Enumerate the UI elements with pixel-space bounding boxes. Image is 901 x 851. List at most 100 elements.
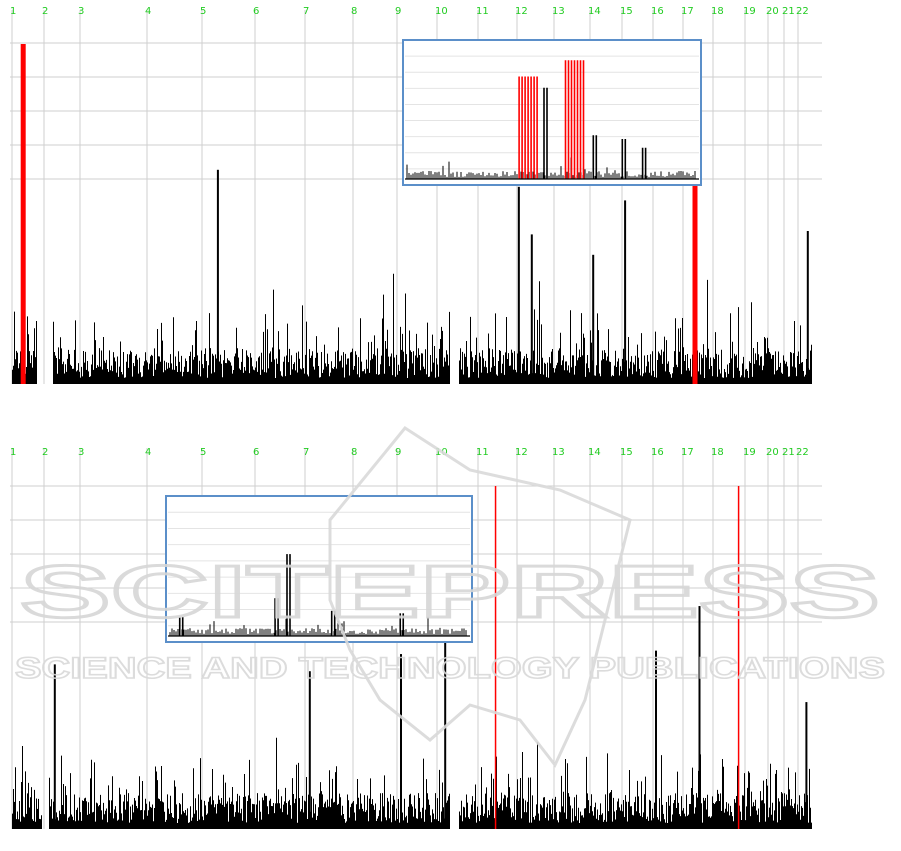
chromosome-label-9: 9	[395, 447, 401, 458]
peak-bar-chr17	[698, 606, 701, 829]
chromosome-label-14: 14	[588, 6, 601, 17]
chromosome-label-8: 8	[351, 447, 357, 458]
chromosome-label-1: 1	[10, 447, 16, 458]
peak-bar-chr7	[308, 671, 311, 829]
chromosome-label-15: 15	[620, 447, 633, 458]
chromosome-label-16: 16	[651, 447, 664, 458]
chromosome-label-18: 18	[711, 6, 724, 17]
inset-peak-bar	[641, 147, 644, 179]
chromosome-label-7: 7	[303, 6, 309, 17]
inset-peak-bar	[289, 554, 291, 636]
inset-peak-bar	[330, 610, 333, 636]
inset-peak-bar	[592, 135, 595, 179]
watermark: SCITEPRESS SCIENCE AND TECHNOLOGY PUBLIC…	[14, 426, 886, 768]
chromosome-label-6: 6	[253, 447, 259, 458]
chromosome-label-20: 20	[766, 6, 779, 17]
inset-peak-bar	[536, 76, 538, 179]
inset-peak-bar	[286, 554, 288, 636]
inset-peak-bar	[567, 60, 570, 179]
chromosome-label-2: 2	[42, 447, 48, 458]
data-bars	[12, 44, 812, 384]
chromosome-label-14: 14	[588, 447, 601, 458]
chromosome-label-1: 1	[10, 6, 16, 17]
chromosome-labels: 1 2 3 4 5 6 7 8 9 10 11 12 13 14 15 16 17 18 19 20 21 22	[10, 447, 809, 458]
peak-bar-chr12	[530, 234, 533, 384]
peak-bar-chr17	[692, 44, 698, 384]
peak-bar-chr16	[655, 650, 657, 829]
inset-frame	[165, 495, 473, 643]
chromosome-label-6: 6	[253, 6, 259, 17]
peak-bar-chr15	[624, 200, 627, 384]
inset-peak-bar	[533, 76, 535, 179]
inset-peak-bar	[576, 60, 579, 179]
inset-peak-bar	[543, 87, 545, 179]
inset-peak-bar	[595, 135, 598, 179]
chromosome-label-11: 11	[476, 6, 489, 17]
chromosome-label-12: 12	[515, 447, 528, 458]
watermark-subtitle: SCIENCE AND TECHNOLOGY PUBLICATIONS	[15, 652, 885, 685]
inset-peak-bar	[644, 147, 647, 179]
inset-peak-bar	[564, 60, 567, 179]
inset-peak-bar	[399, 613, 402, 636]
peak-bar-chr22	[806, 231, 809, 384]
watermark-logo-swoosh	[328, 426, 632, 768]
peak-bar-chr10	[444, 571, 447, 829]
inset-peak-bar	[518, 76, 520, 179]
chromosome-label-12: 12	[515, 6, 528, 17]
chromosome-label-5: 5	[200, 447, 206, 458]
chromosome-label-13: 13	[552, 6, 565, 17]
chromosome-label-3: 3	[78, 447, 84, 458]
chromosome-label-9: 9	[395, 6, 401, 17]
chromosome-label-16: 16	[651, 6, 664, 17]
inset-peak-bar	[527, 76, 529, 179]
inset-peak-bar	[274, 598, 276, 636]
chromosome-label-19: 19	[743, 6, 756, 17]
inset-peak-bar	[521, 76, 523, 179]
panel-bottom: 1 2 3 4 5 6 7 8 9 10 11 12 13 14 15 16 17 18 19 20 21 22	[10, 447, 822, 829]
chromosome-label-4: 4	[145, 447, 151, 458]
inset-peak-bar	[402, 613, 405, 636]
chromosome-label-8: 8	[351, 6, 357, 17]
chromosome-label-5: 5	[200, 6, 206, 17]
chromosome-label-22: 22	[796, 447, 809, 458]
inset-peak-bar	[546, 87, 548, 179]
inset-peak-bar	[573, 60, 576, 179]
peak-bar-chr5	[216, 169, 219, 384]
peak-bar-chr18	[737, 486, 740, 829]
peak-bar-chr9	[400, 654, 402, 829]
chromosome-labels: 1 2 3 4 5 6 7 8 9 10 11 12 13 14 15 16 17 18 19 20 21 22	[10, 6, 809, 17]
peak-bar-chr11	[494, 486, 497, 829]
inset-frame	[402, 39, 702, 186]
peak-bar-chr1	[20, 44, 26, 384]
chromosome-label-17: 17	[681, 6, 694, 17]
chromosome-label-19: 19	[743, 447, 756, 458]
inset-zoom-box	[165, 495, 473, 643]
chromosome-label-10: 10	[435, 6, 448, 17]
chromosome-label-21: 21	[782, 6, 795, 17]
peak-bar-chr2	[53, 664, 56, 829]
inset-peak-bar	[570, 60, 573, 179]
chromosome-label-4: 4	[145, 6, 151, 17]
inset-peak-bar	[524, 76, 526, 179]
peak-bar-chr14	[592, 254, 595, 384]
inset-peak-bar	[530, 76, 532, 179]
peak-bar-chr12	[517, 186, 520, 384]
inset-peak-bar	[579, 60, 582, 179]
inset-peak-bar	[624, 139, 627, 179]
chromosome-label-17: 17	[681, 447, 694, 458]
inset-peak-bar	[333, 610, 336, 636]
chromosome-label-7: 7	[303, 447, 309, 458]
chromosome-label-21: 21	[782, 447, 795, 458]
chromosome-label-13: 13	[552, 447, 565, 458]
chromosome-label-3: 3	[78, 6, 84, 17]
watermark-title: SCITEPRESS	[20, 550, 880, 633]
inset-peak-bar	[178, 617, 181, 636]
peak-bar-chr22	[805, 702, 808, 829]
inset-peak-bar	[621, 139, 624, 179]
inset-peak-bar	[582, 60, 585, 179]
inset-peak-bar	[277, 598, 279, 636]
chromosome-label-22: 22	[796, 6, 809, 17]
inset-zoom-box	[402, 39, 702, 186]
chromosome-label-11: 11	[476, 447, 489, 458]
